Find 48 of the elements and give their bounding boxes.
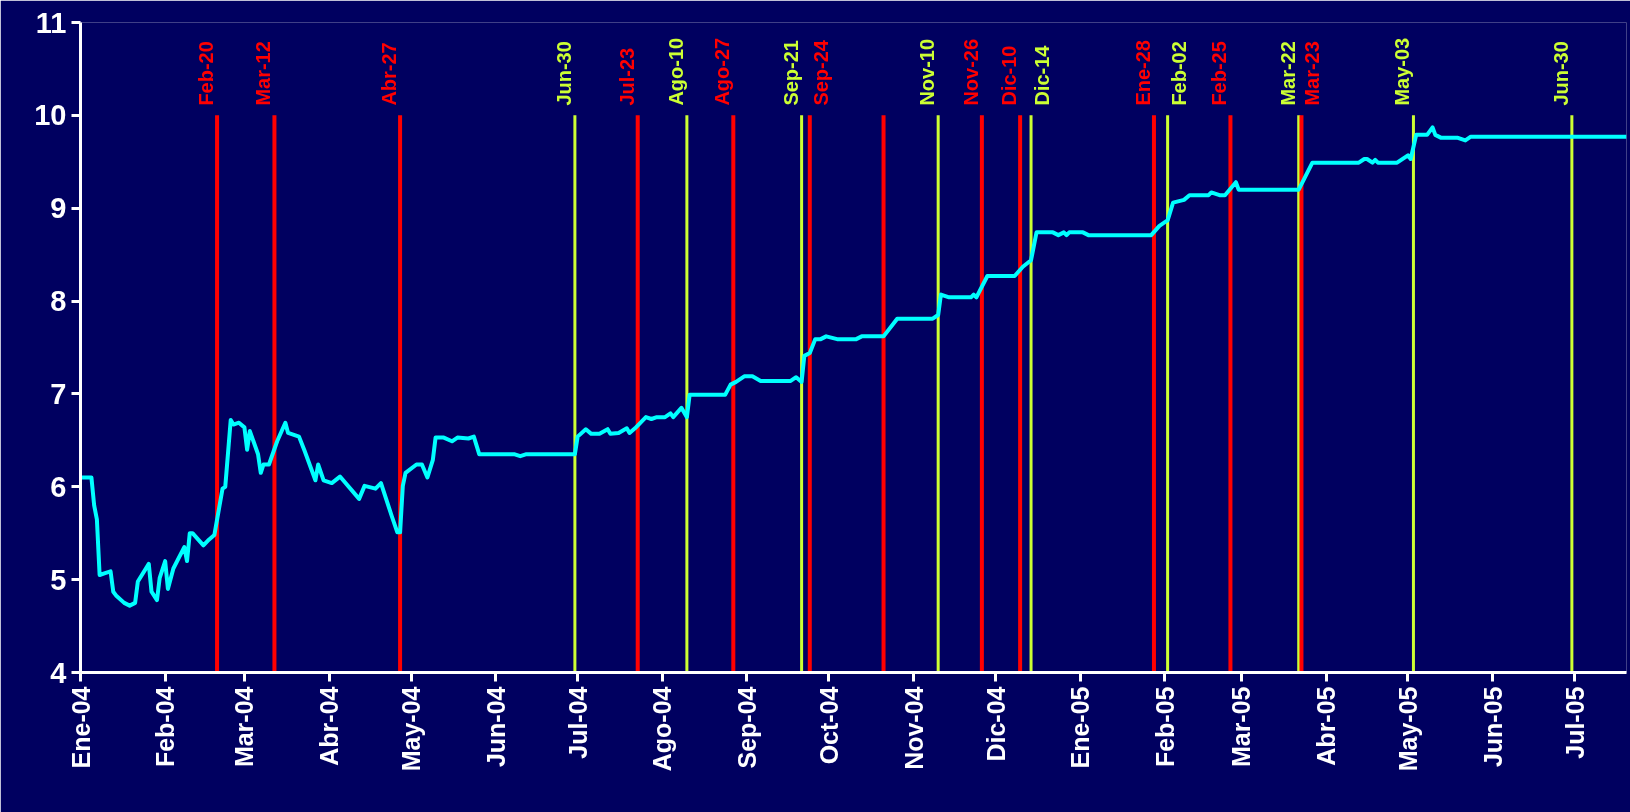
x-tick-label: Nov-04 bbox=[899, 686, 928, 770]
x-tick-label: Mar-04 bbox=[230, 686, 259, 768]
y-tick-label: 9 bbox=[50, 192, 67, 225]
ref-line-label: Jul-23 bbox=[615, 47, 638, 106]
x-tick-label: May-04 bbox=[397, 686, 426, 772]
x-tick-label: Oct-04 bbox=[814, 686, 843, 765]
y-tick-label: 5 bbox=[50, 563, 67, 596]
ref-line-label: May-03 bbox=[1391, 37, 1414, 106]
x-tick-label: Abr-04 bbox=[315, 686, 344, 766]
x-tick-label: Jun-04 bbox=[481, 686, 510, 768]
x-tick-label: Ago-04 bbox=[648, 686, 677, 772]
x-tick-label: Feb-04 bbox=[151, 686, 180, 768]
ref-line-label: Nov-10 bbox=[916, 38, 939, 106]
y-tick-label: 7 bbox=[50, 377, 67, 410]
y-tick-label: 8 bbox=[50, 285, 67, 318]
x-tick-label: Abr-05 bbox=[1312, 686, 1341, 766]
ref-line-label: Sep-21 bbox=[779, 40, 802, 106]
y-tick-label: 11 bbox=[35, 6, 67, 39]
ref-line-label: Ene-28 bbox=[1131, 40, 1154, 106]
ref-line-label: Sep-24 bbox=[809, 39, 832, 106]
ref-line-label: Jun-30 bbox=[1549, 41, 1572, 106]
x-tick-label: Mar-05 bbox=[1227, 686, 1256, 768]
ref-line-label: Feb-20 bbox=[195, 41, 218, 106]
x-tick-label: Sep-04 bbox=[732, 686, 761, 769]
y-tick-label: 10 bbox=[34, 99, 67, 132]
ref-line-label: Abr-27 bbox=[378, 42, 401, 106]
x-tick-label: May-05 bbox=[1393, 686, 1422, 772]
y-tick-label: 4 bbox=[50, 656, 67, 689]
ref-line-label: Ago-10 bbox=[664, 37, 687, 106]
ref-line-label: Mar-23 bbox=[1301, 41, 1324, 106]
line-series bbox=[80, 125, 1627, 608]
x-tick-label: Dic-04 bbox=[981, 686, 1010, 762]
ref-line-label: Jun-30 bbox=[552, 41, 575, 106]
ref-line-label: Dic-14 bbox=[1031, 44, 1054, 106]
ref-line-label: Feb-02 bbox=[1167, 41, 1190, 106]
x-tick-label: Jun-05 bbox=[1478, 686, 1507, 768]
ref-line-label: Ago-27 bbox=[711, 37, 734, 106]
ref-line-label: Dic-10 bbox=[998, 45, 1021, 106]
x-tick-label: Jul-04 bbox=[563, 686, 592, 759]
x-tick-label: Ene-05 bbox=[1066, 686, 1095, 769]
ref-line-label: Mar-12 bbox=[252, 41, 275, 106]
y-tick-label: 6 bbox=[50, 470, 67, 503]
ref-line-label: Feb-25 bbox=[1208, 41, 1231, 106]
x-tick-label: Jul-05 bbox=[1560, 686, 1589, 759]
x-tick-label: Ene-04 bbox=[66, 686, 95, 769]
ref-line-label: Nov-26 bbox=[959, 38, 982, 106]
ref-line-label: Mar-22 bbox=[1276, 41, 1299, 106]
x-tick-label: Feb-05 bbox=[1150, 686, 1179, 768]
